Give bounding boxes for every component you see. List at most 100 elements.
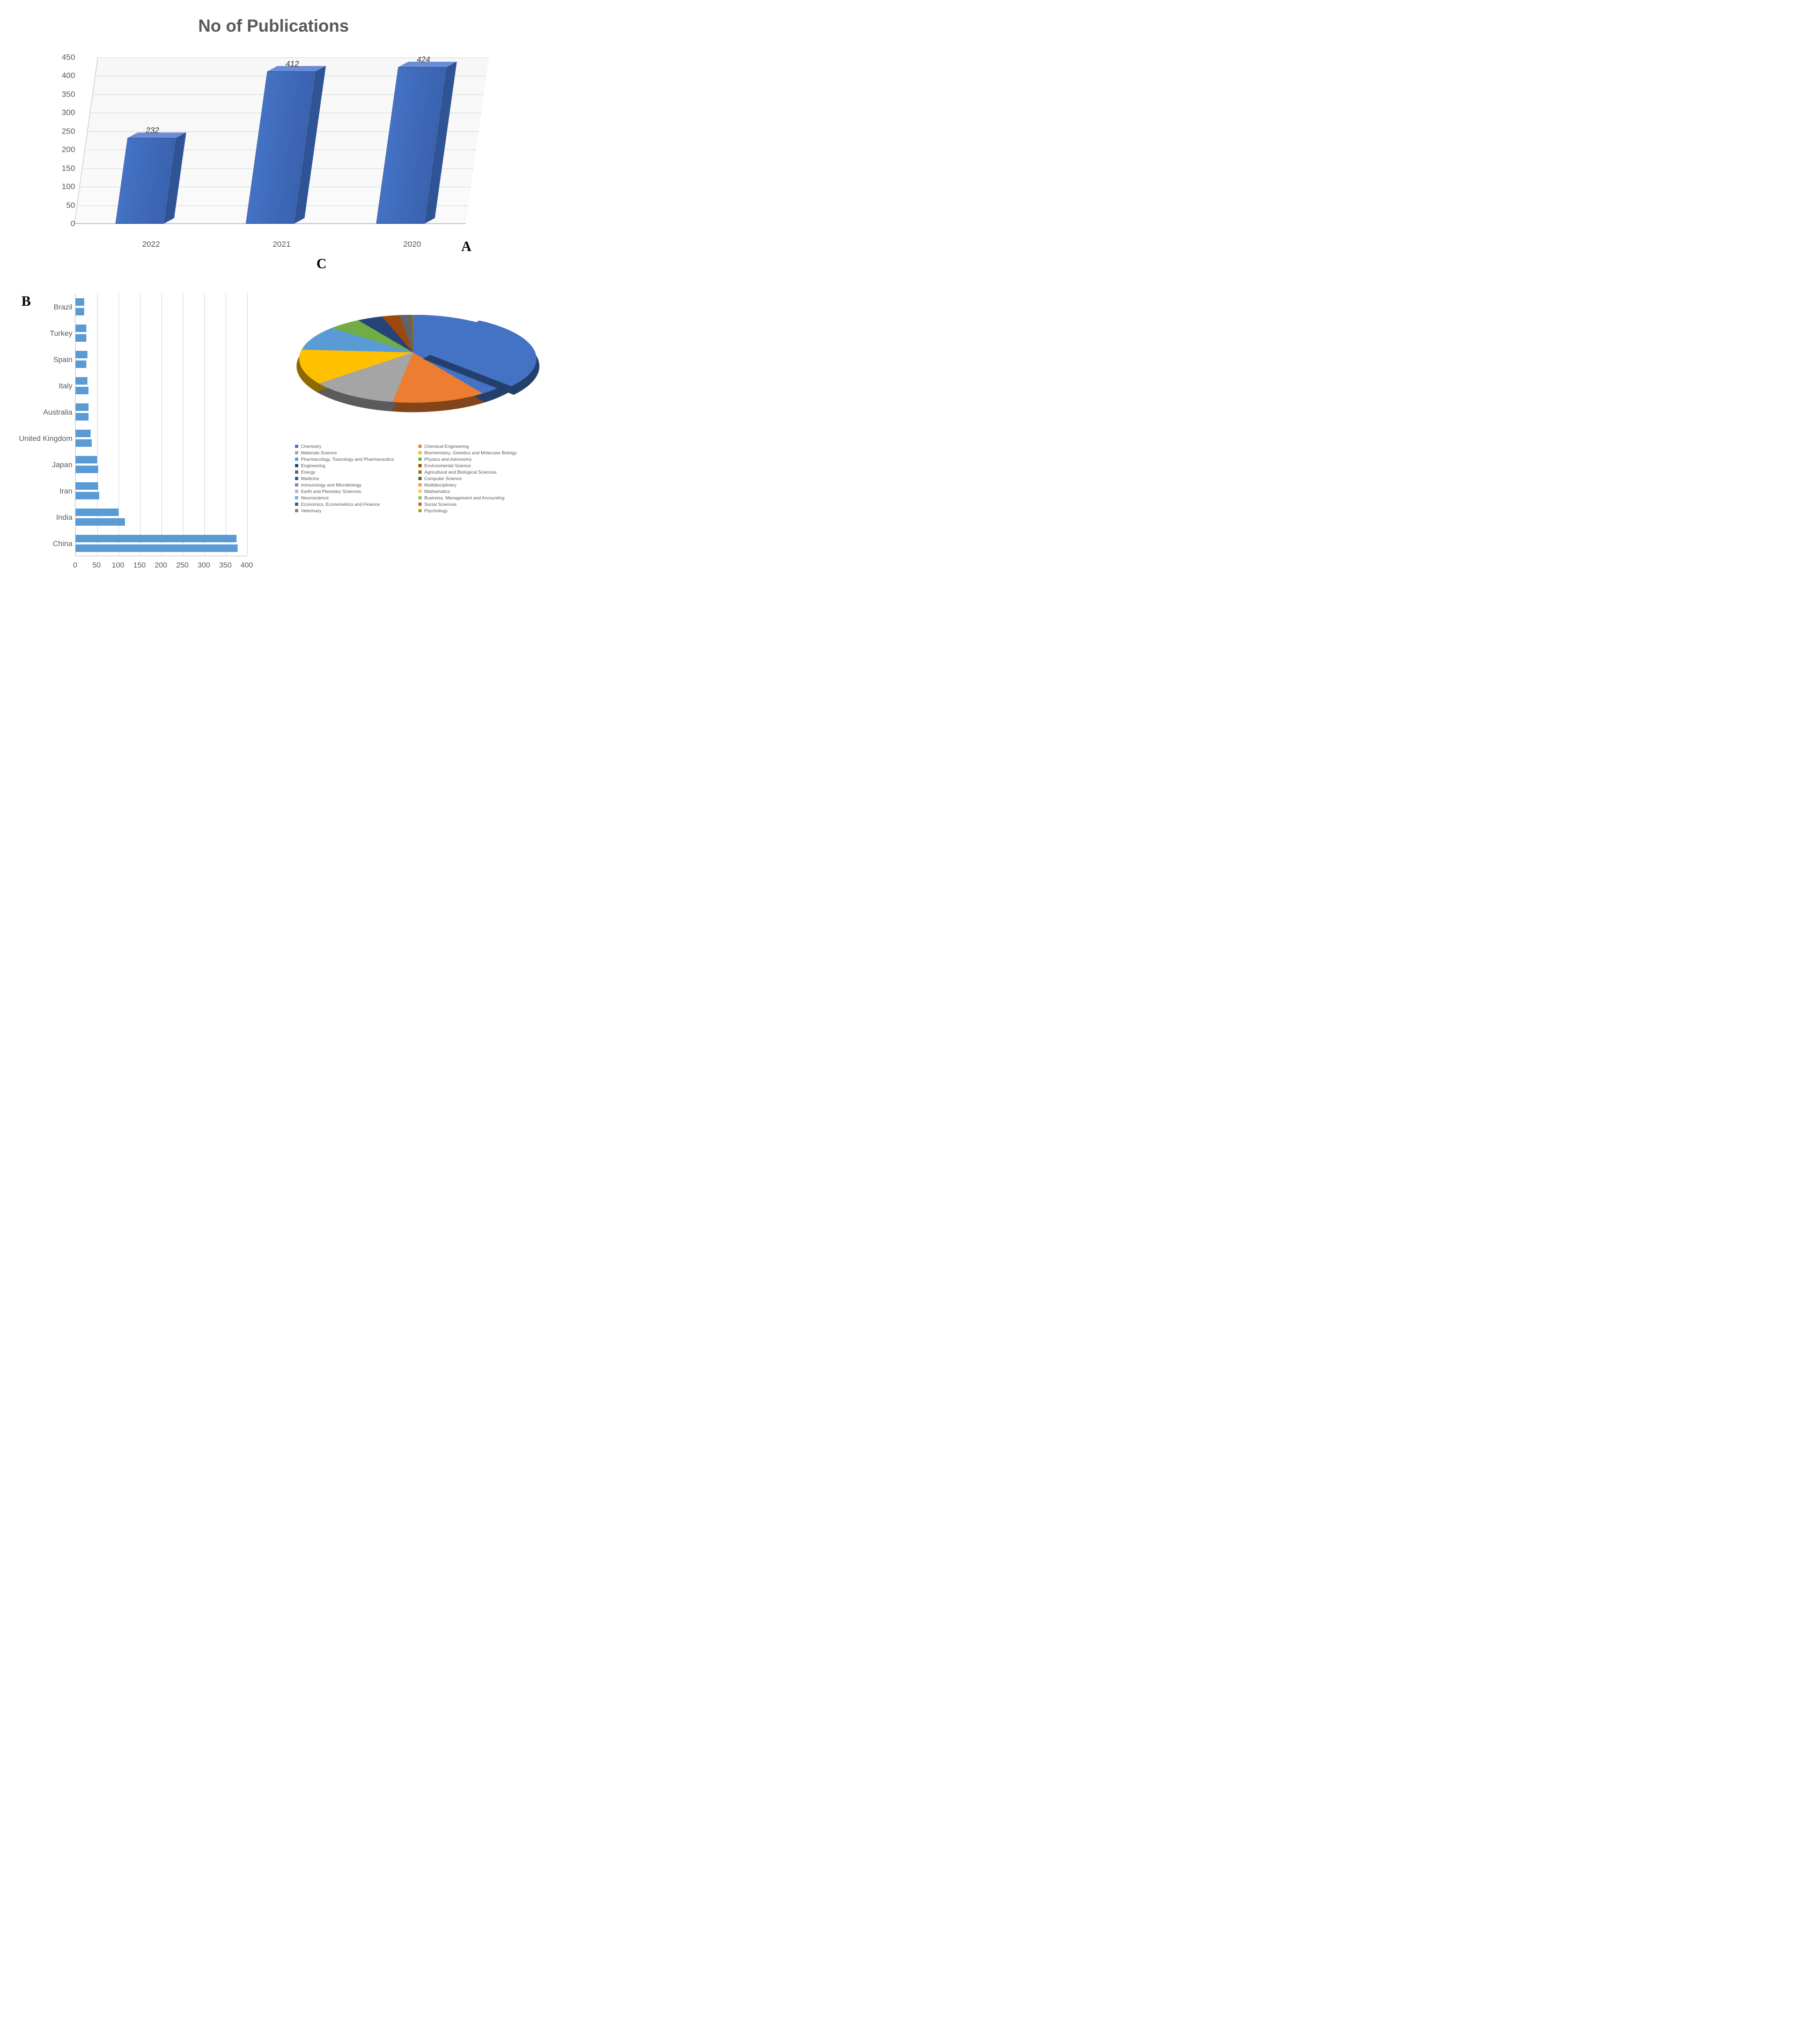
hbar-series1 — [76, 482, 98, 490]
hbar-series2 — [76, 334, 86, 342]
y-tick-label: Spain — [53, 355, 72, 364]
chart-c: ChemistryChemical EngineeringMaterials S… — [257, 267, 547, 578]
bar: 412 — [246, 71, 315, 224]
x-tick-label: 2021 — [272, 240, 290, 249]
legend-label: Multidisciplinary — [424, 482, 456, 488]
hbar-series1 — [76, 403, 89, 411]
legend-swatch — [418, 509, 422, 512]
y-tick-label: 450 — [62, 53, 75, 62]
legend-swatch — [295, 509, 298, 512]
legend-swatch — [295, 496, 298, 499]
legend-swatch — [418, 490, 422, 493]
legend-item: Materials Science — [295, 450, 418, 455]
x-tick-label: 150 — [133, 561, 145, 569]
legend-swatch — [295, 464, 298, 467]
y-tick-label: Japan — [52, 460, 72, 469]
bar-value-label: 424 — [399, 55, 448, 65]
legend-label: Physics and Astronomy — [424, 456, 471, 462]
legend-label: Mathematics — [424, 489, 450, 494]
chart-a-y-labels: 050100150200250300350400450 — [43, 57, 75, 224]
gridline — [247, 293, 248, 556]
hbar-series2 — [76, 413, 89, 421]
legend-item: Multidisciplinary — [418, 482, 542, 488]
legend-label: Neuroscience — [301, 495, 329, 500]
gridline — [204, 293, 205, 556]
legend-label: Biochemistry, Genetics and Molecular Bio… — [424, 450, 517, 455]
bar-value-label: 232 — [128, 126, 178, 136]
hbar-series1 — [76, 535, 237, 542]
legend-label: Medicine — [301, 476, 319, 481]
y-tick-label: 150 — [62, 164, 75, 173]
x-tick-label: 300 — [197, 561, 210, 569]
x-tick-label: 200 — [154, 561, 167, 569]
legend-label: Earth and Planetary Sciences — [301, 489, 361, 494]
legend-label: Agricultural and Biological Sciences — [424, 469, 497, 475]
legend-swatch — [418, 496, 422, 499]
hbar-series1 — [76, 430, 91, 437]
legend-item: Biochemistry, Genetics and Molecular Bio… — [418, 450, 542, 455]
y-tick-label: Iran — [60, 487, 72, 495]
legend-item: Social Sciences — [418, 502, 542, 507]
legend-item: Immunology and Microbiology — [295, 482, 418, 488]
hbar-series1 — [76, 325, 86, 332]
hbar-series1 — [76, 456, 97, 463]
legend-item: Chemistry — [295, 444, 418, 449]
hbar-series2 — [76, 439, 92, 447]
legend-item: Pharmacology, Toxicology and Pharmaceuti… — [295, 456, 418, 462]
legend-swatch — [418, 483, 422, 487]
x-tick-label: 250 — [176, 561, 188, 569]
legend-swatch — [418, 477, 422, 480]
gridline — [140, 293, 141, 556]
y-tick-label: 200 — [62, 145, 75, 154]
legend-label: Business, Management and Accounting — [424, 495, 504, 500]
legend-swatch — [295, 470, 298, 474]
y-tick-label: 50 — [66, 201, 75, 210]
chart-a-title: No of Publications — [11, 16, 536, 36]
legend-item: Environmental Science — [418, 463, 542, 468]
legend-swatch — [418, 503, 422, 506]
bottom-panels: B C BrazilTurkeySpainItalyAustraliaUnite… — [11, 256, 547, 588]
hbar-series1 — [76, 298, 84, 306]
legend-swatch — [295, 503, 298, 506]
pie-wrap — [282, 315, 544, 403]
x-tick-label: 2022 — [142, 240, 160, 249]
panel-label-a: A — [461, 239, 471, 255]
hbar-series2 — [76, 544, 238, 552]
legend-item: Medicine — [295, 476, 418, 481]
y-tick-label: Australia — [43, 408, 72, 416]
y-tick-label: China — [53, 539, 72, 548]
chart-a: 050100150200250300350400450 232412424 20… — [43, 47, 504, 251]
y-tick-label: Turkey — [50, 329, 72, 337]
hbar-series2 — [76, 360, 86, 368]
legend-item: Computer Science — [418, 476, 542, 481]
x-tick-label: 2020 — [403, 240, 421, 249]
bar-value-label: 412 — [268, 60, 318, 69]
legend-item: Economics, Econometrics and Finance — [295, 502, 418, 507]
y-tick-label: Brazil — [54, 303, 72, 311]
hbar-series2 — [76, 466, 98, 473]
legend-swatch — [418, 458, 422, 461]
chart-b-plot — [75, 293, 247, 556]
legend-label: Materials Science — [301, 450, 337, 455]
legend-swatch — [295, 483, 298, 487]
legend-item: Engineering — [295, 463, 418, 468]
x-tick-label: 100 — [112, 561, 124, 569]
hbar-series2 — [76, 387, 89, 394]
legend-swatch — [295, 445, 298, 448]
legend-item: Earth and Planetary Sciences — [295, 489, 418, 494]
legend-item: Energy — [295, 469, 418, 475]
bar: 232 — [115, 138, 175, 224]
y-tick-label: 300 — [62, 108, 75, 117]
legend-swatch — [418, 470, 422, 474]
gridline — [97, 293, 98, 556]
legend-label: Energy — [301, 469, 315, 475]
legend-label: Computer Science — [424, 476, 462, 481]
y-tick-label: 100 — [62, 182, 75, 191]
chart-a-bars: 232 412 424 — [74, 57, 489, 224]
x-tick-label: 0 — [73, 561, 77, 569]
y-tick-label: India — [56, 513, 72, 521]
hbar-series1 — [76, 351, 87, 358]
x-tick-label: 50 — [92, 561, 101, 569]
y-tick-label: 350 — [62, 90, 75, 99]
legend-item: Physics and Astronomy — [418, 456, 542, 462]
